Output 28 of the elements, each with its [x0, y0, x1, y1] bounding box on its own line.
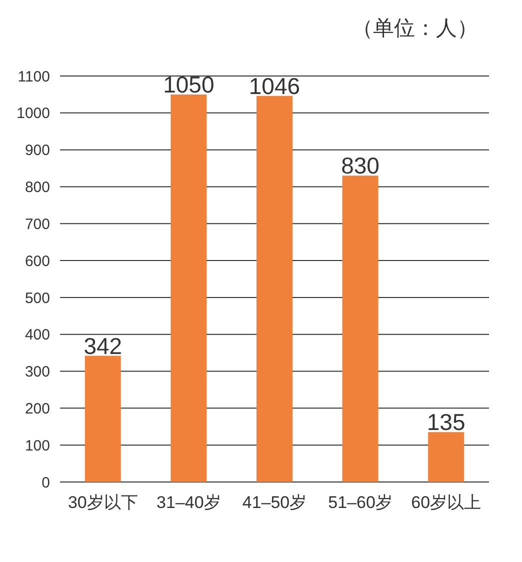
y-tick-label: 600	[24, 252, 50, 270]
bar	[170, 94, 207, 482]
y-tick-label: 800	[24, 179, 50, 196]
bar	[256, 96, 292, 482]
data-label: 135	[426, 409, 466, 436]
y-tick-label: 500	[24, 290, 50, 307]
data-label: 342	[84, 332, 122, 359]
text: （单位：人）	[352, 15, 478, 42]
x-tick-label: 30岁以下	[68, 493, 138, 512]
x-tick-label: 51–60岁	[328, 493, 392, 512]
bar	[428, 432, 464, 482]
y-tick-label: 0	[42, 474, 50, 492]
data-label: 830	[341, 152, 380, 179]
data-label: 1046	[248, 72, 300, 99]
y-tick-label: 1000	[16, 105, 50, 122]
y-tick-label: 100	[24, 437, 50, 454]
data-label: 1050	[163, 71, 214, 98]
bar	[342, 176, 378, 482]
x-tick-label: 60岁以上	[411, 493, 482, 512]
y-tick-label: 900	[24, 142, 50, 160]
bar	[84, 356, 121, 482]
y-tick-label: 300	[24, 364, 50, 381]
y-tick-label: 200	[24, 400, 50, 418]
x-tick-label: 41–50岁	[242, 493, 307, 512]
y-tick-label: 400	[24, 326, 50, 344]
y-tick-label: 1100	[18, 68, 50, 86]
x-tick-label: 31–40岁	[156, 493, 221, 512]
y-tick-label: 700	[24, 216, 50, 233]
